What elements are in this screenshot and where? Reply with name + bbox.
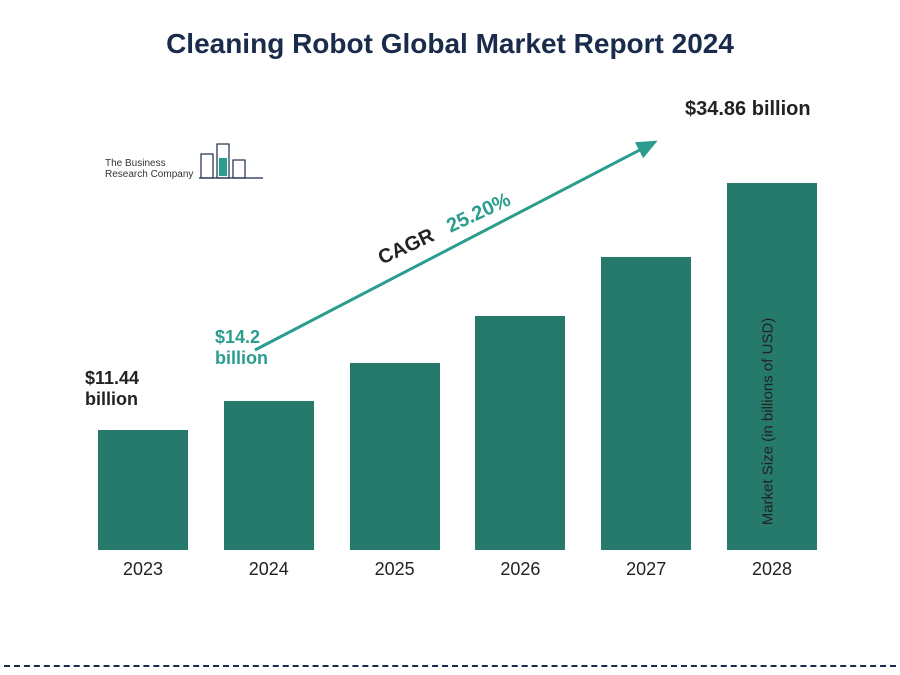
bar: [224, 401, 314, 550]
bar-data-label: $11.44billion: [85, 368, 139, 409]
x-tick-label: 2025: [337, 559, 453, 580]
x-axis: 2023 2024 2025 2026 2027 2028: [85, 559, 830, 580]
x-tick-label: 2028: [714, 559, 830, 580]
x-tick-label: 2023: [85, 559, 201, 580]
bottom-divider: [4, 665, 896, 667]
x-tick-label: 2027: [588, 559, 704, 580]
bar-data-label: $34.86 billion: [685, 98, 811, 121]
x-tick-label: 2024: [211, 559, 327, 580]
chart-title: Cleaning Robot Global Market Report 2024: [0, 0, 900, 60]
bar: [98, 430, 188, 550]
bar: [475, 316, 565, 550]
chart-area: The Business Research Company CAGR 25.20…: [85, 110, 830, 600]
bar-data-label: $14.2billion: [215, 327, 268, 368]
bar: [601, 257, 691, 550]
bars-container: [85, 150, 830, 550]
bar-column: [462, 316, 578, 550]
bar-column: [211, 401, 327, 550]
bar-column: [588, 257, 704, 550]
x-tick-label: 2026: [462, 559, 578, 580]
bar-column: [85, 430, 201, 550]
bar-column: [337, 363, 453, 550]
y-axis-label: Market Size (in billions of USD): [760, 318, 777, 526]
bar: [350, 363, 440, 550]
